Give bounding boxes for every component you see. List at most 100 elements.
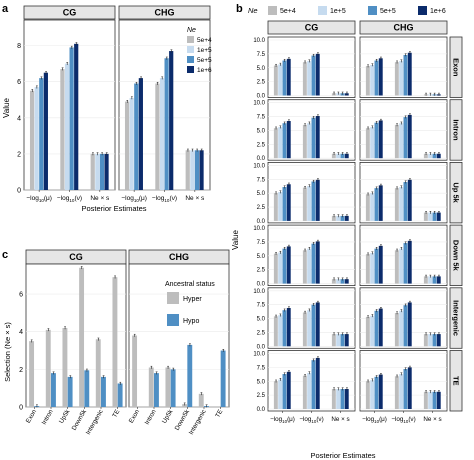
b-bar-5-CHG-0-1 — [370, 380, 375, 409]
b-bar-3-CHG-2-3 — [436, 276, 441, 284]
a-bar-CHG-0-0 — [124, 101, 130, 190]
a-bar-CHG-1-0 — [155, 83, 160, 190]
b-bar-0-CHG-0-0 — [365, 66, 370, 96]
b-legend-swatch-0 — [268, 6, 277, 15]
c-bar-CG-4-0 — [95, 339, 101, 407]
c-xtick-label-CG-5: TE — [111, 409, 121, 419]
b-legend-swatch-2 — [368, 6, 377, 15]
b-col-facet-CHG-strip — [359, 20, 448, 35]
b-bar-3-CHG-2-1 — [428, 276, 433, 284]
b-bar-4-CG-1-0 — [302, 312, 307, 347]
b-bar-5-CG-0-1 — [278, 379, 283, 409]
b-ytick-label: 2.5 — [257, 80, 266, 86]
c-xtick-label-CG-2: Up5k — [58, 408, 72, 425]
b-ytick-label: 10.0 — [253, 101, 265, 107]
a-legend-swatch-3 — [187, 66, 194, 73]
b-ytick-label: 7.5 — [257, 177, 266, 183]
b-bar-1-CHG-0-0 — [365, 128, 370, 159]
b-bar-0-CHG-0-1 — [370, 64, 375, 96]
b-bar-5-CG-0-3 — [286, 371, 291, 409]
c-bar-CHG-1-0 — [148, 367, 154, 407]
b-bar-2-CG-0-0 — [273, 193, 278, 221]
b-bar-1-CG-1-3 — [315, 116, 320, 159]
a-bar-CG-1-1 — [64, 63, 70, 190]
b-bar-2-CHG-2-0 — [423, 212, 428, 221]
b-bar-5-CHG-1-3 — [407, 367, 412, 409]
b-bar-3-CG-0-1 — [278, 252, 283, 284]
b-bar-4-CG-1-2 — [311, 304, 316, 347]
b-bar-1-CHG-1-2 — [403, 117, 408, 159]
b-bar-3-CG-1-0 — [302, 250, 307, 284]
b-ytick-label: 5.0 — [257, 191, 266, 197]
c-bar-CG-0-0 — [29, 341, 35, 407]
b-legend-label-1: 1e+5 — [330, 8, 346, 15]
b-legend-swatch-1 — [318, 6, 327, 15]
c-ytick-label: 4 — [19, 329, 23, 336]
b-bar-2-CHG-2-2 — [432, 212, 437, 221]
b-bar-3-CG-0-0 — [273, 253, 278, 284]
b-legend-label-0: 5e+4 — [280, 8, 296, 15]
c-facet-CG-strip-label: CG — [69, 252, 83, 262]
c-bar-CG-1-1 — [51, 373, 56, 407]
b-bar-2-CHG-2-1 — [428, 212, 433, 221]
c-bar-CG-2-0 — [62, 327, 68, 407]
a-bar-CG-0-3 — [43, 72, 48, 190]
a-ytick-label: 2 — [17, 151, 21, 158]
c-bar-CHG-1-1 — [154, 373, 159, 407]
b-bar-5-CG-2-0 — [331, 389, 336, 409]
b-bar-1-CG-2-0 — [331, 153, 336, 159]
b-bar-1-CG-1-0 — [302, 124, 307, 159]
c-xtick-label-CHG-5: TE — [214, 409, 224, 419]
b-bar-3-CG-0-3 — [286, 246, 291, 284]
b-bar-5-CG-1-2 — [311, 360, 316, 409]
b-bar-0-CG-1-3 — [315, 53, 320, 96]
b-bar-5-CHG-1-1 — [399, 374, 404, 409]
b-bar-2-CG-2-2 — [340, 215, 345, 221]
c-legend-swatch-1 — [167, 314, 179, 326]
b-bar-1-CHG-2-3 — [436, 153, 441, 159]
b-bar-1-CHG-0-3 — [378, 120, 383, 159]
b-bar-5-CHG-2-2 — [432, 391, 437, 409]
c-xtick-label-CG-4: Intergenic — [85, 409, 105, 436]
b-bar-4-CHG-2-2 — [432, 334, 437, 347]
panel-label-a: a — [2, 3, 9, 15]
c-panel-CHG-frame — [128, 263, 230, 408]
b-bar-1-CHG-0-1 — [370, 127, 375, 159]
b-bar-5-CHG-0-0 — [365, 381, 370, 409]
b-bar-3-CG-1-1 — [307, 248, 312, 284]
b-bar-2-CG-0-1 — [278, 192, 283, 221]
b-bar-0-CG-0-1 — [278, 64, 283, 96]
b-bar-4-CHG-1-1 — [399, 310, 404, 347]
a-legend-swatch-1 — [187, 46, 194, 53]
b-bar-2-CHG-1-3 — [407, 179, 412, 221]
a-bar-CG-2-1 — [95, 153, 100, 190]
c-xtick-label-CG-0: Exon — [25, 408, 38, 424]
b-ytick-label: 10.0 — [253, 226, 265, 232]
b-legend-swatch-3 — [418, 6, 427, 15]
b-bar-4-CG-2-1 — [336, 334, 341, 347]
b-bar-1-CG-1-2 — [311, 117, 316, 159]
b-ytick-label: 5.0 — [257, 128, 266, 134]
b-bar-4-CHG-0-3 — [378, 308, 383, 347]
b-row-facet-0-strip — [449, 36, 463, 98]
b-bar-3-CHG-0-3 — [378, 245, 383, 284]
b-bar-4-CHG-2-3 — [436, 334, 441, 347]
a-facet-CHG-strip-label: CHG — [155, 8, 175, 18]
b-bar-3-CHG-0-1 — [370, 253, 375, 284]
c-bar-CG-5-0 — [112, 277, 118, 407]
b-x-axis-title: Posterior Estimates — [310, 451, 375, 460]
b-bar-4-CG-0-0 — [273, 316, 278, 347]
b-bar-5-CHG-1-2 — [403, 369, 408, 409]
b-bar-4-CHG-1-2 — [403, 305, 408, 347]
b-bar-4-CHG-1-3 — [407, 302, 412, 347]
a-legend-swatch-0 — [187, 36, 194, 43]
b-bar-5-CG-2-1 — [336, 389, 341, 409]
b-row-facet-3-strip-label: Down 5k — [451, 240, 460, 272]
c-bar-CHG-4-0 — [198, 393, 204, 407]
b-row-facet-5-strip — [449, 350, 463, 412]
b-legend-title: Ne — [248, 6, 258, 15]
a-xtick-label-CG-1: −log10(ν) — [57, 195, 82, 203]
b-col-facet-CHG-strip-label: CHG — [394, 23, 414, 33]
b-bar-3-CG-2-3 — [344, 279, 349, 284]
